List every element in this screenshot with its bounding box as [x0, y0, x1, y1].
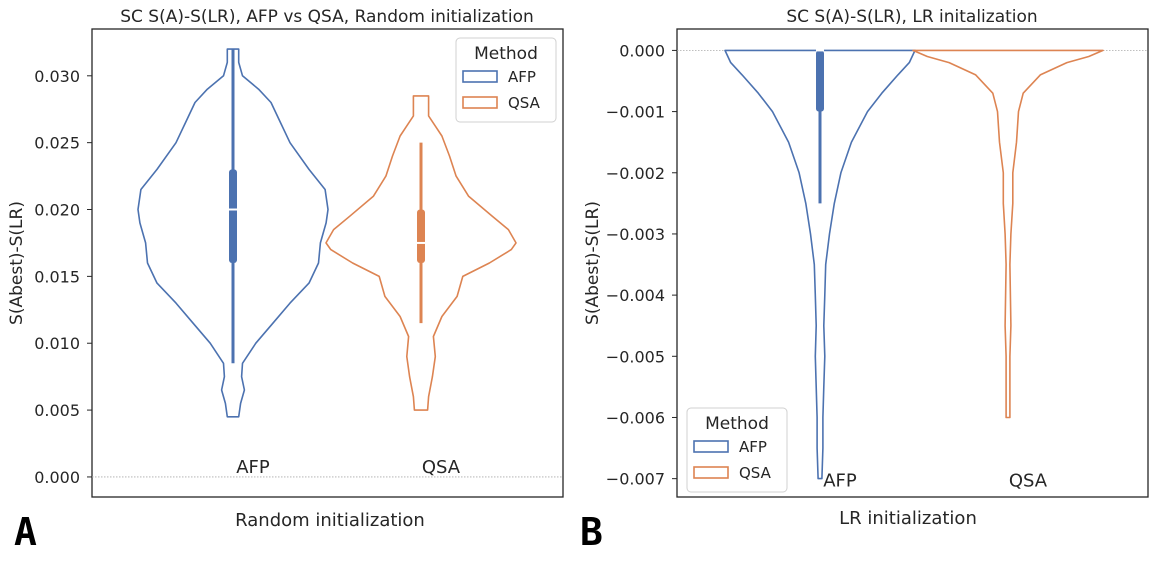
legend-label-qsa: QSA	[508, 94, 541, 112]
legend-swatch-afp	[693, 440, 729, 453]
category-label-qsa: QSA	[422, 457, 461, 478]
panel-b-ylabel: S(Abest)-S(LR)	[583, 201, 603, 325]
y-tick-label: −0.003	[606, 225, 665, 244]
y-tick-label: −0.004	[606, 286, 665, 305]
legend-label-afp: AFP	[508, 68, 536, 86]
panel-a-letter: A	[14, 510, 37, 554]
category-label-afp: AFP	[236, 457, 270, 478]
panel-b-letter: B	[580, 510, 603, 554]
category-label-afp: AFP	[823, 471, 857, 492]
y-tick-label: 0.025	[34, 134, 80, 153]
panel-b-frame	[676, 28, 1149, 498]
iqr-box-afp	[816, 50, 824, 112]
legend-title: Method	[705, 414, 769, 434]
y-tick-label: −0.002	[606, 164, 665, 183]
legend-swatch-qsa	[462, 96, 498, 109]
legend-frame	[686, 407, 788, 493]
y-tick-label: 0.000	[34, 468, 80, 487]
y-tick-label: −0.005	[606, 347, 665, 366]
panel-a: SC S(A)-S(LR), AFP vs QSA, Random initia…	[7, 7, 564, 554]
y-tick-label: −0.007	[606, 470, 665, 489]
panel-a-title: SC S(A)-S(LR), AFP vs QSA, Random initia…	[120, 7, 534, 27]
y-tick-label: 0.010	[34, 334, 80, 353]
y-tick-label: 0.005	[34, 401, 80, 420]
y-tick-label: 0.020	[34, 201, 80, 220]
y-tick-label: −0.006	[606, 408, 665, 427]
iqr-box-qsa	[417, 209, 425, 263]
panel-a-frame	[91, 28, 564, 498]
panel-a-plot-area: 0.000 0.005 0.010 0.015 0.020 0.025 0.030 AFP QS…	[34, 37, 563, 487]
y-tick-label: −0.001	[606, 103, 665, 122]
legend-swatch-qsa	[693, 466, 729, 479]
violin-qsa	[325, 95, 517, 411]
legend-label-afp: AFP	[739, 438, 767, 456]
panel-b: SC S(A)-S(LR), LR initalization LR initi…	[580, 7, 1149, 554]
panel-b-title: SC S(A)-S(LR), LR initalization	[786, 7, 1037, 27]
legend: Method AFP QSA	[455, 37, 557, 123]
panel-a-xlabel: Random initialization	[235, 510, 425, 531]
legend-frame	[455, 37, 557, 123]
panel-b-plot-area: 0.000 −0.001 −0.002 −0.003 −0.004 −0.005 −0.00…	[606, 41, 1148, 493]
legend: Method AFP QSA	[686, 407, 788, 493]
y-tick-label: 0.000	[619, 41, 665, 60]
category-label-qsa: QSA	[1009, 471, 1048, 492]
violin-afp	[724, 49, 916, 480]
legend-swatch-afp	[462, 70, 498, 83]
panel-b-xlabel: LR initialization	[839, 508, 977, 529]
y-tick-label: 0.015	[34, 267, 80, 286]
iqr-box-afp	[229, 169, 237, 263]
y-tick-label: 0.030	[34, 67, 80, 86]
violin-qsa	[912, 49, 1104, 419]
panel-a-ylabel: S(Abest)-S(LR)	[7, 201, 27, 325]
violin-afp	[137, 48, 329, 418]
legend-label-qsa: QSA	[739, 464, 772, 482]
legend-title: Method	[474, 44, 538, 64]
